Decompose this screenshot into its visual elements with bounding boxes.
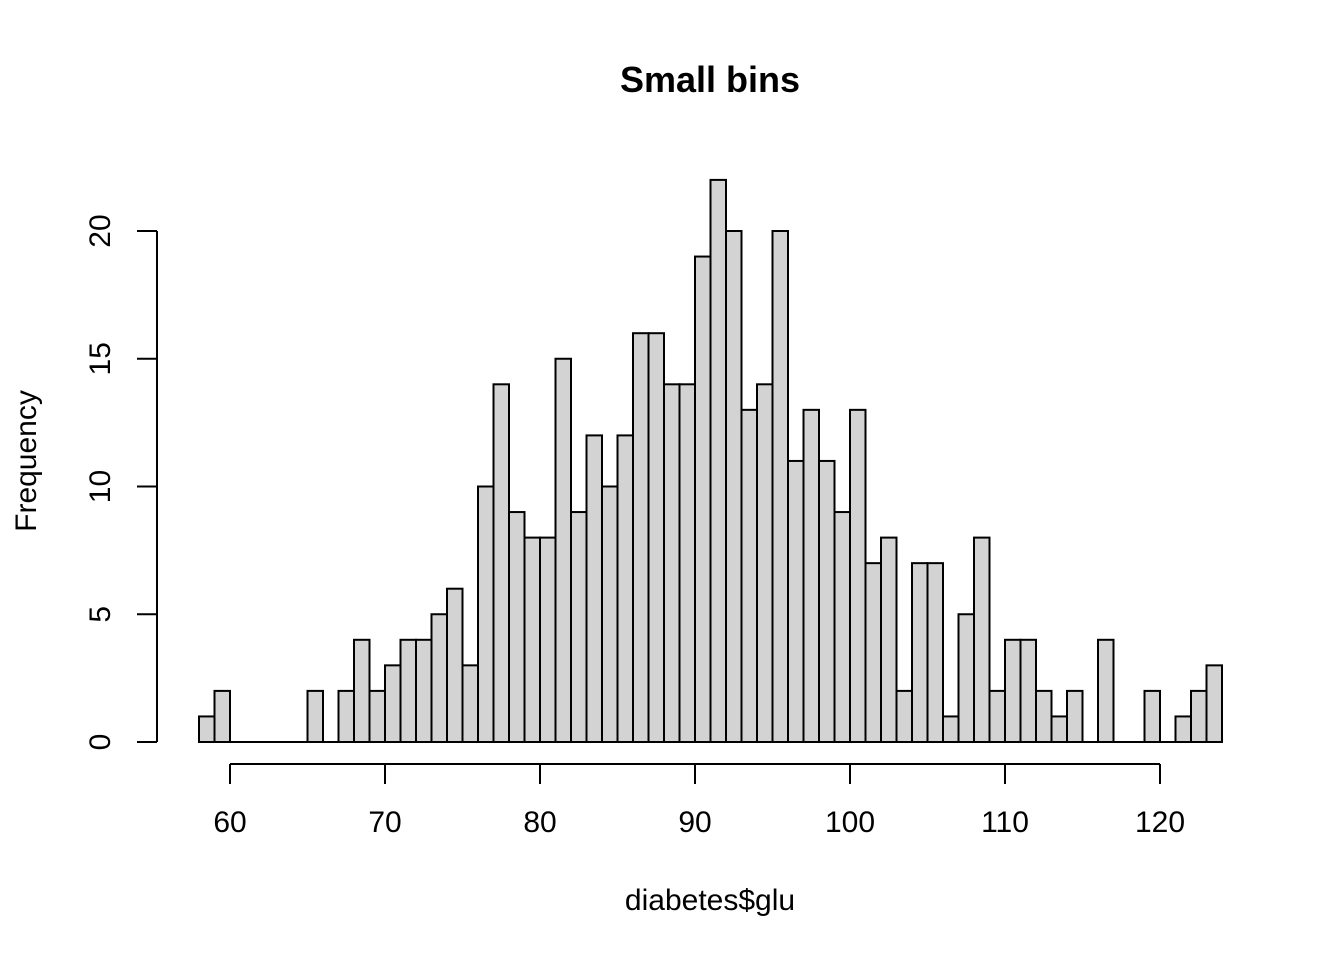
- histogram-bar: [942, 715, 960, 744]
- histogram-bar: [1097, 638, 1115, 743]
- histogram-bar: [756, 383, 774, 743]
- histogram-bar: [213, 689, 231, 744]
- histogram-bar: [461, 664, 479, 743]
- y-axis-title: Frequency: [10, 390, 43, 532]
- histogram-bar: [477, 485, 495, 743]
- histogram-bar: [585, 434, 603, 743]
- histogram-bar: [740, 408, 758, 743]
- histogram-bar: [926, 562, 944, 744]
- x-axis-title: diabetes$glu: [625, 884, 795, 917]
- histogram-bar: [663, 383, 681, 743]
- histogram-bar: [554, 357, 572, 743]
- histogram-bar: [601, 485, 619, 743]
- histogram-bar: [539, 536, 557, 743]
- histogram-bar: [1143, 689, 1161, 744]
- histogram-bar: [818, 459, 836, 743]
- x-tick-label: 80: [523, 806, 556, 839]
- x-tick-label: 100: [825, 806, 875, 839]
- histogram-bar: [1050, 715, 1068, 744]
- histogram-bar: [492, 383, 510, 743]
- y-axis: 0 5 10 15 20: [84, 214, 158, 751]
- histogram-bar: [399, 638, 417, 743]
- histogram-bar: [880, 536, 898, 743]
- x-axis: 60 70 80 90 100 110 120: [213, 763, 1185, 839]
- histogram-bar: [725, 230, 743, 743]
- histogram-bar: [1205, 664, 1223, 743]
- y-tick-label: 20: [84, 214, 117, 247]
- histogram-bar: [306, 689, 324, 744]
- histogram-bar: [802, 408, 820, 743]
- histogram-bar: [647, 332, 665, 743]
- histogram-bar: [957, 613, 975, 743]
- histogram-bar: [570, 511, 588, 743]
- y-tick-label: 10: [84, 470, 117, 503]
- x-tick-label: 90: [678, 806, 711, 839]
- x-tick-label: 110: [981, 806, 1029, 839]
- histogram-bar: [787, 459, 805, 743]
- histogram-bar: [430, 613, 448, 743]
- histogram-bar: [771, 230, 789, 743]
- histogram-bar: [337, 689, 355, 744]
- histogram-bar: [1190, 689, 1208, 744]
- chart-title: Small bins: [620, 59, 800, 100]
- histogram-bar: [368, 689, 386, 744]
- histogram-bar: [1035, 689, 1053, 744]
- y-tick-label: 0: [84, 734, 117, 751]
- histogram-bar: [1174, 715, 1192, 744]
- y-tick-label: 15: [84, 342, 117, 375]
- x-tick-label: 60: [213, 806, 246, 839]
- histogram-bar: [446, 587, 464, 744]
- histogram-bar: [864, 562, 882, 744]
- x-tick-label: 120: [1135, 806, 1185, 839]
- histogram-bar: [384, 664, 402, 743]
- histogram-bar: [833, 511, 851, 743]
- histogram-bar: [415, 638, 433, 743]
- histogram-bar: [1019, 638, 1037, 743]
- histogram-bar: [1004, 638, 1022, 743]
- bars-group: [198, 178, 1223, 744]
- histogram-bar: [694, 255, 712, 743]
- histogram-bar: [353, 638, 371, 743]
- histogram-bar: [895, 689, 913, 744]
- histogram-bar: [678, 383, 696, 743]
- histogram-bar: [198, 715, 216, 744]
- x-tick-label: 70: [368, 806, 401, 839]
- histogram-bar: [616, 434, 634, 743]
- histogram-bar: [709, 178, 727, 743]
- histogram-bar: [973, 536, 991, 743]
- histogram-bar: [523, 536, 541, 743]
- histogram-bar: [1066, 689, 1084, 744]
- y-tick-label: 5: [84, 606, 117, 623]
- histogram-bar: [849, 408, 867, 743]
- histogram-bar: [508, 511, 526, 743]
- histogram-bar: [988, 689, 1006, 744]
- histogram-bar: [632, 332, 650, 743]
- histogram-bar: [911, 562, 929, 744]
